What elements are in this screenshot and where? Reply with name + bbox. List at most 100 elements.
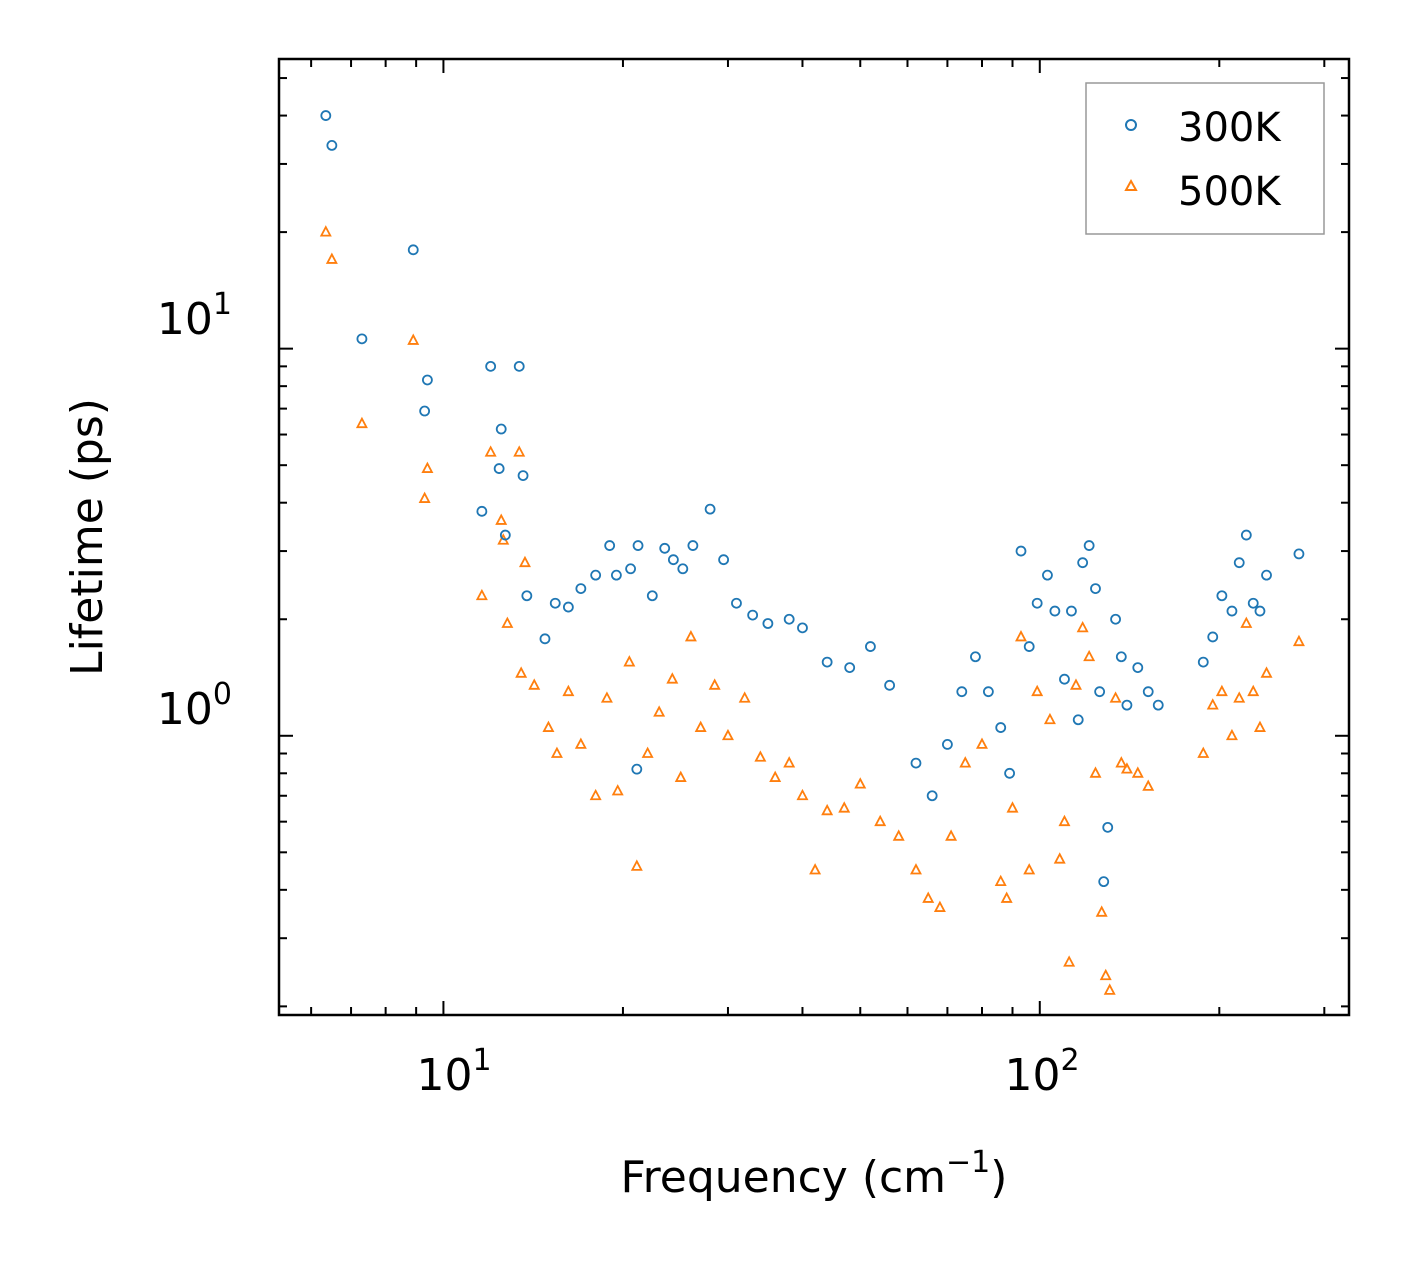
point-300k <box>1094 686 1106 698</box>
point-300k <box>1247 597 1259 609</box>
x-axis-label: Frequency (cm−1) <box>621 1145 1008 1203</box>
point-300k <box>677 563 689 575</box>
point-500k <box>1043 712 1056 725</box>
point-300k <box>1042 569 1053 581</box>
y-tick-label-10: 101 <box>157 287 232 345</box>
point-500k <box>1069 678 1082 690</box>
point-300k <box>631 763 643 775</box>
point-300k <box>865 641 876 652</box>
point-300k <box>1090 583 1101 594</box>
point-300k <box>356 333 368 345</box>
point-500k <box>550 746 563 758</box>
point-300k <box>1115 651 1127 663</box>
point-300k <box>1110 613 1121 625</box>
point-300k <box>1233 557 1245 569</box>
point-500k <box>1023 863 1036 875</box>
y-axis-label: Lifetime (ps) <box>62 398 113 676</box>
point-500k <box>1115 756 1128 768</box>
point-500k <box>1014 630 1027 642</box>
point-500k <box>501 616 514 628</box>
point-300k <box>1197 656 1209 668</box>
point-500k <box>945 829 958 841</box>
point-300k <box>1142 686 1154 698</box>
point-300k <box>1121 699 1133 711</box>
point-300k <box>797 622 808 634</box>
point-500k <box>325 252 338 264</box>
point-300k <box>942 739 953 750</box>
point-500k <box>528 678 541 690</box>
point-300k <box>513 360 525 372</box>
point-500k <box>708 678 721 690</box>
legend-marker-500k <box>1124 178 1138 191</box>
point-500k <box>574 737 587 749</box>
point-300k <box>422 374 433 386</box>
legend-box <box>1085 82 1325 235</box>
point-300k <box>747 609 759 621</box>
point-500k <box>1120 762 1133 774</box>
point-500k <box>1197 746 1210 758</box>
point-500k <box>623 655 636 667</box>
point-300k <box>1031 597 1043 609</box>
legend-label-500k: 500K <box>1178 169 1282 215</box>
point-300k <box>1015 545 1027 557</box>
point-300k <box>610 569 622 581</box>
point-300k <box>926 790 938 802</box>
point-500k <box>738 691 751 703</box>
point-500k <box>1063 955 1076 967</box>
point-300k <box>499 529 511 541</box>
point-500k <box>809 863 822 875</box>
point-500k <box>1089 766 1102 778</box>
point-300k <box>1077 557 1089 569</box>
point-300k <box>1049 605 1061 617</box>
point-500k <box>1247 684 1260 697</box>
point-500k <box>1031 684 1044 697</box>
point-500k <box>1142 779 1155 791</box>
point-500k <box>1260 666 1273 678</box>
point-500k <box>418 491 431 503</box>
point-500k <box>821 803 834 816</box>
point-300k <box>604 540 616 551</box>
point-300k <box>1102 821 1114 833</box>
point-500k <box>783 756 796 768</box>
point-300k <box>704 503 716 515</box>
point-300k <box>625 563 637 575</box>
x-tick-label-10: 101 <box>416 1043 491 1101</box>
point-500k <box>1058 814 1071 827</box>
series-300k <box>320 110 1305 888</box>
point-500k <box>721 728 734 741</box>
point-500k <box>909 863 922 875</box>
point-300k <box>687 540 699 551</box>
point-300k <box>1216 590 1228 602</box>
point-500k <box>838 801 851 813</box>
point-300k <box>731 597 742 609</box>
point-300k <box>590 569 602 581</box>
point-300k <box>326 139 338 151</box>
point-300k <box>407 244 419 256</box>
point-500k <box>407 333 420 345</box>
point-300k <box>762 618 774 629</box>
point-500k <box>769 770 782 782</box>
point-500k <box>994 874 1007 887</box>
point-500k <box>1215 684 1228 697</box>
point-500k <box>1095 905 1108 917</box>
point-300k <box>982 686 994 698</box>
point-500k <box>1076 620 1089 633</box>
point-500k <box>1131 766 1144 778</box>
point-500k <box>515 666 528 678</box>
point-500k <box>1206 698 1219 710</box>
point-500k <box>1109 691 1122 703</box>
legend-label-300k: 300K <box>1178 105 1282 151</box>
point-300k <box>718 554 730 566</box>
point-500k <box>1053 852 1066 864</box>
point-300k <box>1207 631 1219 643</box>
point-500k <box>513 445 526 457</box>
point-300k <box>485 360 497 372</box>
point-500k <box>754 750 767 762</box>
point-300k <box>1083 540 1095 551</box>
point-300k <box>1066 605 1077 617</box>
point-500k <box>641 746 654 758</box>
point-500k <box>542 720 555 732</box>
point-300k <box>1004 767 1016 779</box>
series-500k <box>319 225 1305 995</box>
point-300k <box>476 505 488 517</box>
